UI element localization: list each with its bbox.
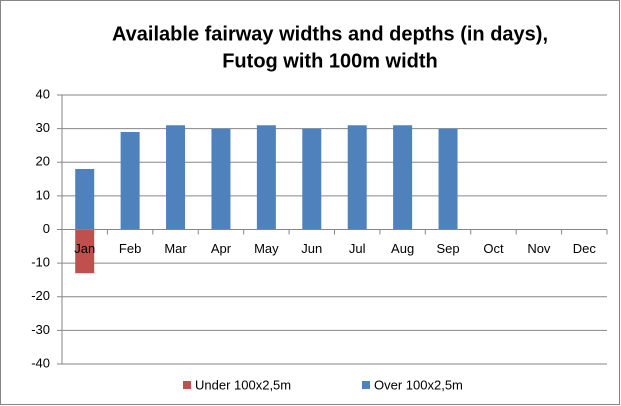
bar (75, 168, 95, 230)
x-tick-label: Aug (391, 241, 414, 256)
y-tick-label: -20 (31, 288, 50, 303)
y-tick-label: 30 (36, 120, 50, 135)
y-tick-label: 20 (36, 154, 50, 169)
x-tick-label: Jan (74, 241, 95, 256)
y-tick-label: 0 (43, 221, 50, 236)
x-tick-label: Oct (483, 241, 504, 256)
bar (256, 125, 276, 230)
y-tick-label: -40 (31, 355, 50, 370)
bar (166, 125, 186, 230)
x-tick-label: Nov (527, 241, 551, 256)
legend-swatch (362, 381, 370, 389)
x-tick-label: Feb (119, 241, 141, 256)
x-tick-label: Jul (349, 241, 366, 256)
chart-title: Available fairway widths and depths (in … (112, 23, 548, 45)
bar (347, 125, 367, 230)
x-tick-label: Sep (436, 241, 459, 256)
bar (438, 128, 458, 230)
legend-label: Under 100x2,5m (195, 377, 291, 392)
bar (211, 128, 231, 230)
chart-title: Futog with 100m width (222, 50, 438, 72)
bar (393, 125, 413, 230)
bar (120, 131, 140, 230)
x-tick-label: Jun (301, 241, 322, 256)
x-tick-label: May (254, 241, 279, 256)
bar (302, 128, 322, 230)
y-tick-label: 10 (36, 187, 50, 202)
y-tick-label: 40 (36, 86, 50, 101)
x-tick-label: Mar (164, 241, 187, 256)
x-tick-label: Apr (211, 241, 232, 256)
x-tick-label: Dec (573, 241, 597, 256)
legend-label: Over 100x2,5m (374, 377, 463, 392)
legend-swatch (183, 381, 191, 389)
y-tick-label: -30 (31, 322, 50, 337)
y-tick-label: -10 (31, 255, 50, 270)
bar (75, 229, 95, 274)
